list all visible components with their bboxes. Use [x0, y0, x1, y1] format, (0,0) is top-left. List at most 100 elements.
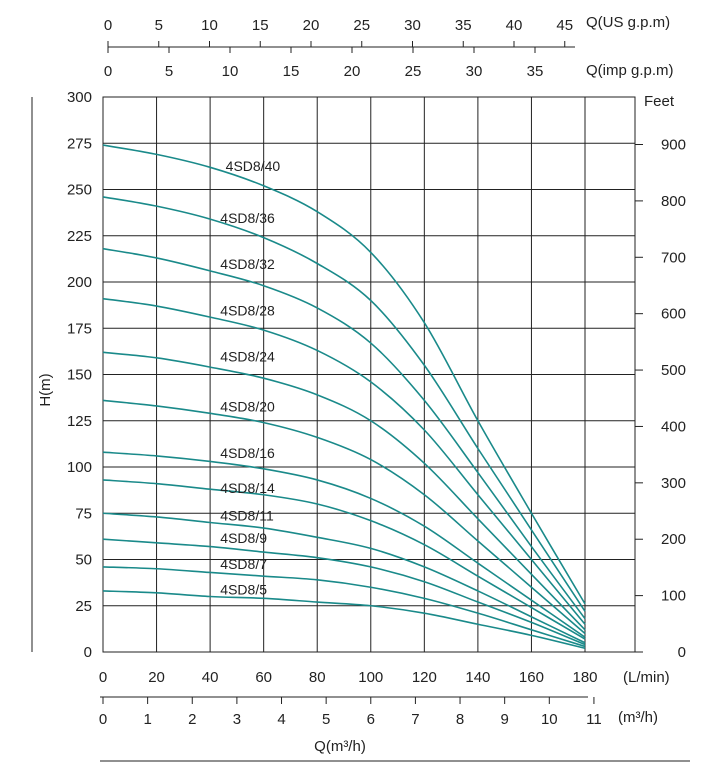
- curve-label: 4SD8/36: [220, 210, 275, 226]
- y-tick-label: 150: [67, 367, 92, 384]
- curve-4SD8-7: [102, 566, 586, 648]
- imp-tick-label: 30: [466, 63, 483, 80]
- imp-tick-label: 20: [344, 63, 361, 80]
- curve-label: 4SD8/16: [220, 445, 275, 461]
- top-axis-imp-label: Q(imp g.p.m): [586, 62, 674, 79]
- m3h-tick-label: 10: [541, 711, 558, 728]
- x-tick-label: 60: [255, 669, 272, 686]
- us-tick-label: 10: [201, 17, 218, 34]
- y-tick-label: 200: [67, 274, 92, 291]
- y-tick-label: 225: [67, 228, 92, 245]
- x-axis-lmin-label: (L/min): [623, 669, 670, 686]
- m3h-tick-label: 9: [500, 711, 508, 728]
- top-axis-us-label: Q(US g.p.m): [586, 14, 670, 31]
- y-tick-label: 50: [75, 552, 92, 569]
- curve-label: 4SD8/14: [220, 480, 275, 496]
- y2-tick-label: 800: [661, 193, 686, 210]
- x-tick-label: 80: [309, 669, 326, 686]
- us-tick-label: 45: [556, 17, 573, 34]
- y2-tick-label: 700: [661, 249, 686, 266]
- y2-axis-label: Feet: [644, 93, 675, 110]
- y-axis-ticks: 0 25 50 75 100 125 150 175 200 225 250 275 300: [67, 89, 92, 661]
- x-tick-label: 160: [519, 669, 544, 686]
- y2-axis-ticks: 0 100 200 300 400 500 600 700 800 900: [635, 137, 686, 661]
- y-tick-label: 175: [67, 320, 92, 337]
- imp-tick-label: 15: [283, 63, 300, 80]
- x-axis-m3h-ticks: 0 1 2 3 4 5 6 7 8 9 10 11: [99, 697, 602, 728]
- m3h-tick-label: 1: [143, 711, 151, 728]
- y-tick-label: 0: [84, 644, 92, 661]
- imp-tick-label: 0: [104, 63, 112, 80]
- curve-label: 4SD8/20: [220, 399, 275, 415]
- y-tick-label: 75: [75, 505, 92, 522]
- y-tick-label: 275: [67, 135, 92, 152]
- m3h-tick-label: 11: [586, 711, 602, 728]
- us-tick-label: 30: [404, 17, 421, 34]
- x-axis-lmin-ticks: 0 20 40 60 80 100 120 140 160 180: [99, 669, 598, 686]
- m3h-tick-label: 6: [367, 711, 375, 728]
- us-tick-label: 20: [303, 17, 320, 34]
- us-tick-label: 25: [353, 17, 370, 34]
- m3h-tick-label: 7: [411, 711, 419, 728]
- curve-label: 4SD8/9: [220, 530, 267, 546]
- curve-label: 4SD8/5: [220, 582, 267, 598]
- curve-4SD8-20: [102, 399, 586, 635]
- imp-tick-label: 5: [165, 63, 173, 80]
- x-tick-label: 120: [412, 669, 437, 686]
- curve-label: 4SD8/11: [220, 508, 274, 524]
- y-tick-label: 300: [67, 89, 92, 106]
- x-tick-label: 180: [572, 669, 597, 686]
- y2-tick-label: 500: [661, 362, 686, 379]
- curve-4SD8-5: [102, 590, 586, 650]
- m3h-tick-label: 0: [99, 711, 107, 728]
- curve-4SD8-40: [102, 144, 586, 605]
- curve-4SD8-28: [102, 297, 586, 625]
- curve-label: 4SD8/7: [220, 556, 267, 572]
- x-axis-m3h-label: (m³/h): [618, 709, 658, 726]
- us-tick-label: 35: [455, 17, 472, 34]
- y2-tick-label: 600: [661, 306, 686, 323]
- y-tick-label: 100: [67, 459, 92, 476]
- us-tick-label: 0: [104, 17, 112, 34]
- curve-4SD8-36: [102, 196, 586, 612]
- curve-4SD8-24: [102, 351, 586, 631]
- y-tick-label: 250: [67, 182, 92, 199]
- curve-4SD8-16: [102, 451, 586, 638]
- x-tick-label: 140: [465, 669, 490, 686]
- x-tick-label: 100: [358, 669, 383, 686]
- m3h-tick-label: 5: [322, 711, 330, 728]
- x-tick-label: 20: [148, 669, 165, 686]
- curve-4SD8-9: [102, 538, 586, 646]
- curve-4SD8-11: [102, 512, 586, 644]
- curve-4SD8-14: [102, 479, 586, 640]
- curve-label: 4SD8/32: [220, 256, 275, 272]
- y-axis-label: H(m): [37, 373, 54, 406]
- y-tick-label: 125: [67, 413, 92, 430]
- y2-tick-label: 0: [678, 644, 686, 661]
- x-tick-label: 40: [202, 669, 219, 686]
- us-tick-label: 15: [252, 17, 269, 34]
- curve-4SD8-32: [102, 247, 586, 620]
- top-axis-us: 0 5 10 15 20 25 30 35 40 45 Q(US g.p.m): [104, 14, 670, 48]
- us-tick-label: 5: [155, 17, 163, 34]
- curve-label: 4SD8/24: [220, 349, 275, 365]
- y2-tick-label: 900: [661, 137, 686, 154]
- y2-tick-label: 200: [661, 531, 686, 548]
- m3h-tick-label: 4: [277, 711, 285, 728]
- us-tick-label: 40: [506, 17, 523, 34]
- y-tick-label: 25: [75, 598, 92, 615]
- chart-grid: [102, 96, 636, 653]
- curve-labels: 4SD8/40 4SD8/36 4SD8/32 4SD8/28 4SD8/24 4SD8/…: [220, 158, 280, 598]
- x-tick-label: 0: [99, 669, 107, 686]
- imp-tick-label: 35: [527, 63, 544, 80]
- curve-label: 4SD8/40: [226, 158, 281, 174]
- curves: [102, 144, 586, 650]
- curve-label: 4SD8/28: [220, 302, 275, 318]
- y2-tick-label: 300: [661, 475, 686, 492]
- m3h-tick-label: 2: [188, 711, 196, 728]
- top-axis-imp: 0 5 10 15 20 25 30 35 Q(imp g.p.m): [104, 47, 674, 80]
- imp-tick-label: 10: [222, 63, 239, 80]
- m3h-tick-label: 8: [456, 711, 464, 728]
- imp-tick-label: 25: [405, 63, 422, 80]
